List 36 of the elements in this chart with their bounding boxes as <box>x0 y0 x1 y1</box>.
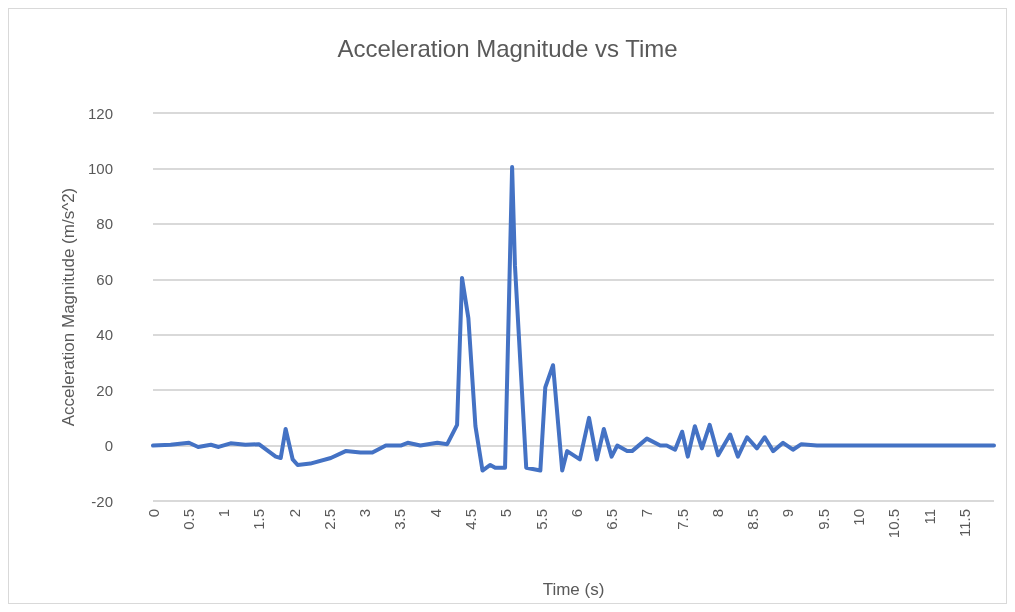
y-tick-label: 60 <box>96 270 113 288</box>
y-axis-title: Acceleration Magnitude (m/s^2) <box>59 187 79 427</box>
x-tick-label: 4 <box>426 509 444 518</box>
chart-title: Acceleration Magnitude vs Time <box>337 34 678 62</box>
y-tick-label: 100 <box>87 159 113 177</box>
x-tick-label: 1.5 <box>250 509 268 530</box>
x-tick-label: 11.5 <box>955 509 973 538</box>
x-tick-label: 10 <box>850 509 868 526</box>
x-tick-label: 2.5 <box>320 509 338 530</box>
x-tick-label: 6.5 <box>603 509 621 530</box>
x-tick-label: 11 <box>920 509 938 525</box>
x-tick-label: 0 <box>144 509 162 518</box>
y-tick-label: 120 <box>87 104 113 122</box>
x-tick-label: 8.5 <box>744 509 762 530</box>
x-tick-label: 3.5 <box>391 509 409 530</box>
x-tick-label: 4.5 <box>461 509 479 530</box>
x-tick-label: 10.5 <box>885 509 903 539</box>
x-tick-label: 2 <box>285 509 303 518</box>
x-tick-label: 6 <box>567 509 585 518</box>
x-tick-label: 3 <box>356 509 374 518</box>
x-tick-label: 9.5 <box>814 509 832 530</box>
x-tick-label: 1 <box>215 509 233 518</box>
y-tick-label: -20 <box>91 492 113 510</box>
x-tick-label: 5 <box>497 509 515 518</box>
x-tick-label: 7.5 <box>673 509 691 530</box>
y-tick-label: 40 <box>96 326 113 344</box>
x-tick-label: 8 <box>708 509 726 518</box>
x-tick-label: 9 <box>779 509 797 518</box>
x-tick-label: 7 <box>638 509 656 518</box>
x-axis-title: Time (s) <box>542 580 605 599</box>
y-tick-label: 0 <box>104 437 113 455</box>
y-tick-label: 80 <box>96 215 113 233</box>
x-tick-label: 5.5 <box>532 509 550 530</box>
x-tick-label: 0.5 <box>179 509 197 530</box>
line-series <box>151 165 996 473</box>
y-tick-label: 20 <box>96 381 113 399</box>
